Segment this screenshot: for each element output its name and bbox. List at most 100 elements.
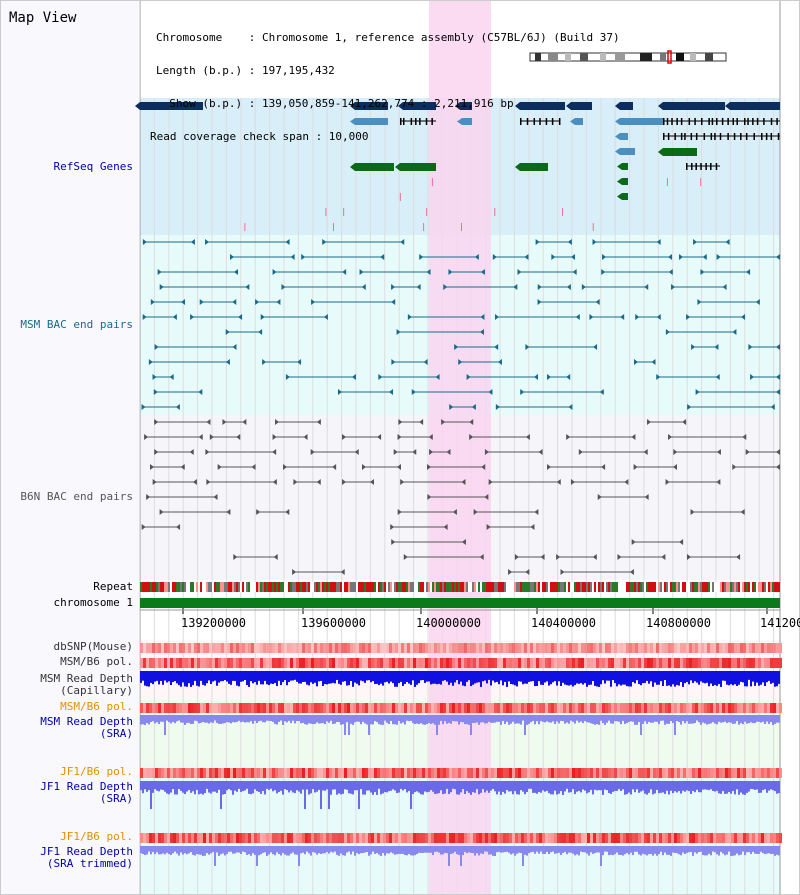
read-depth-bar <box>248 671 250 687</box>
track-label-b6n-bac[interactable]: B6N BAC end pairs <box>20 490 133 503</box>
track-label-msm-bac[interactable]: MSM BAC end pairs <box>20 318 133 331</box>
track-label-jf1-depth-sra[interactable]: JF1 Read Depth (SRA) <box>40 780 133 805</box>
heat-cell <box>692 703 695 713</box>
heat-cell <box>542 703 545 713</box>
track-label-jf1-b6-pol-2[interactable]: JF1/B6 pol. <box>60 830 133 843</box>
heat-cell <box>350 658 353 668</box>
heat-cell <box>365 643 368 653</box>
repeat-segment <box>266 582 268 592</box>
track-label-chromosome[interactable]: chromosome 1 <box>53 596 133 609</box>
heat-cell <box>686 703 689 713</box>
heat-cell <box>674 768 677 778</box>
read-depth-bar <box>726 846 728 855</box>
heat-cell <box>506 703 509 713</box>
repeat-segment <box>590 582 592 592</box>
read-depth-bar <box>654 781 656 794</box>
track-label-dbsnp[interactable]: dbSNP(Mouse) <box>53 640 133 653</box>
read-depth-bar <box>246 781 248 789</box>
heat-cell <box>398 658 401 668</box>
b6n-bac-pair-end <box>340 569 345 575</box>
read-depth-bar <box>420 781 422 795</box>
heat-cell <box>368 703 371 713</box>
read-depth-bar <box>618 715 620 722</box>
b6n-bac-pair-end <box>400 479 405 485</box>
heat-cell <box>650 768 653 778</box>
heat-cell <box>221 768 224 778</box>
heat-cell <box>311 658 314 668</box>
track-label-msm-b6-pol[interactable]: MSM/B6 pol. <box>60 655 133 668</box>
repeat-segment <box>470 582 472 592</box>
read-depth-bar <box>360 781 362 790</box>
b6n-bac-pair-end <box>242 419 247 425</box>
ideogram-band <box>615 53 625 61</box>
read-depth-bar <box>656 715 658 722</box>
read-depth-bar <box>624 671 626 685</box>
read-depth-bar <box>144 846 146 856</box>
track-label-jf1-depth-trimmed[interactable]: JF1 Read Depth (SRA trimmed) <box>40 845 133 870</box>
msm-bac-pair-end <box>419 254 424 260</box>
heat-cell <box>695 658 698 668</box>
repeat-segment <box>520 582 522 592</box>
track-label-jf1-b6-pol[interactable]: JF1/B6 pol. <box>60 765 133 778</box>
b6n-bac-pair-end <box>643 449 648 455</box>
heat-cell <box>404 703 407 713</box>
refseq-tick <box>562 208 564 216</box>
heat-cell <box>542 768 545 778</box>
read-depth-bar <box>740 671 742 682</box>
heat-cell <box>368 643 371 653</box>
read-depth-bar <box>364 846 366 853</box>
msm-bac-pair-end <box>665 329 670 335</box>
read-depth-bar <box>148 671 150 687</box>
read-depth-bar <box>242 781 244 792</box>
read-depth-bar <box>150 781 152 809</box>
heat-cell <box>326 768 329 778</box>
read-depth-bar <box>610 671 612 687</box>
read-depth-bar <box>446 671 448 682</box>
read-depth-bar <box>720 846 722 852</box>
read-depth-bar <box>760 781 762 793</box>
repeat-segment <box>540 582 542 592</box>
heat-cell <box>551 768 554 778</box>
heat-cell <box>290 768 293 778</box>
heat-cell <box>188 658 191 668</box>
track-label-msm-depth-capillary[interactable]: MSM Read Depth (Capillary) <box>40 672 133 697</box>
track-label-msm-b6-pol-sra[interactable]: MSM/B6 pol. <box>60 700 133 713</box>
track-label-repeat[interactable]: Repeat <box>93 580 133 593</box>
track-label-refseq[interactable]: RefSeq Genes <box>53 160 133 173</box>
read-depth-bar <box>292 715 294 721</box>
heat-cell <box>164 703 167 713</box>
repeat-segment <box>532 582 534 592</box>
read-depth-bar <box>728 715 730 723</box>
read-depth-bar <box>354 671 356 683</box>
track-label-msm-depth-sra[interactable]: MSM Read Depth (SRA) <box>40 715 133 740</box>
read-depth-bar <box>588 781 590 793</box>
repeat-segment <box>342 582 344 592</box>
heat-cell <box>422 643 425 653</box>
read-depth-bar <box>236 846 238 853</box>
heat-cell <box>212 643 215 653</box>
read-depth-bar <box>244 846 246 853</box>
read-depth-bar <box>666 715 668 724</box>
read-depth-bar <box>348 781 350 794</box>
refseq-tick <box>592 223 594 231</box>
repeat-segment <box>634 582 636 592</box>
msm-bac-pair-end <box>656 374 661 380</box>
read-depth-bar <box>778 781 780 794</box>
b6n-bac-pair-end <box>690 509 695 515</box>
heat-cell <box>749 703 752 713</box>
read-depth-bar <box>430 846 432 853</box>
read-depth-bar <box>578 781 580 791</box>
heat-cell <box>185 833 188 843</box>
read-depth-bar <box>352 781 354 795</box>
b6n-bac-pair-end <box>403 554 408 560</box>
read-depth-bar <box>154 846 156 855</box>
heat-cell <box>170 768 173 778</box>
read-depth-bar <box>398 671 400 684</box>
read-depth-bar <box>528 781 530 789</box>
b6n-bac-pair-end <box>256 509 261 515</box>
heat-cell <box>734 768 737 778</box>
b6n-bac-pair-end <box>429 449 434 455</box>
gene-arrow <box>725 102 730 110</box>
